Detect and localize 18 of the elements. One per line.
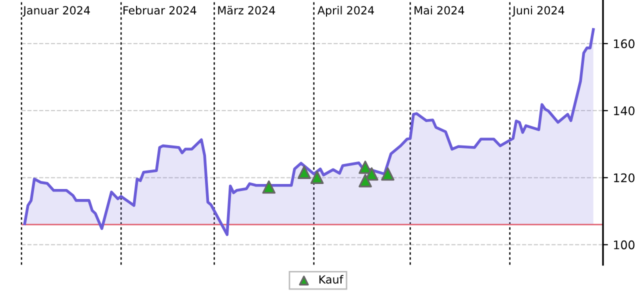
y-tick-label: 160 — [614, 39, 634, 48]
point — [358, 160, 372, 174]
x-tick-label: Januar 2024 — [22, 6, 90, 17]
point — [358, 174, 372, 188]
point — [381, 167, 394, 181]
y-tick-label: 140 — [614, 106, 634, 116]
point — [365, 167, 378, 181]
x-tick-label: Mai 2024 — [414, 6, 464, 15]
point — [310, 170, 324, 184]
x-tick-label: März 2024 — [218, 6, 276, 15]
point — [262, 180, 276, 194]
x-tick-label: Juni 2024 — [512, 6, 564, 17]
x-tick-label: Februar 2024 — [124, 6, 196, 15]
y-tick-label: 120 — [614, 173, 634, 182]
x-tick-label: April 2024 — [317, 6, 374, 17]
y-tick-label: 100 — [614, 240, 634, 250]
legend-label: Kauf — [319, 275, 344, 284]
point — [298, 166, 311, 179]
